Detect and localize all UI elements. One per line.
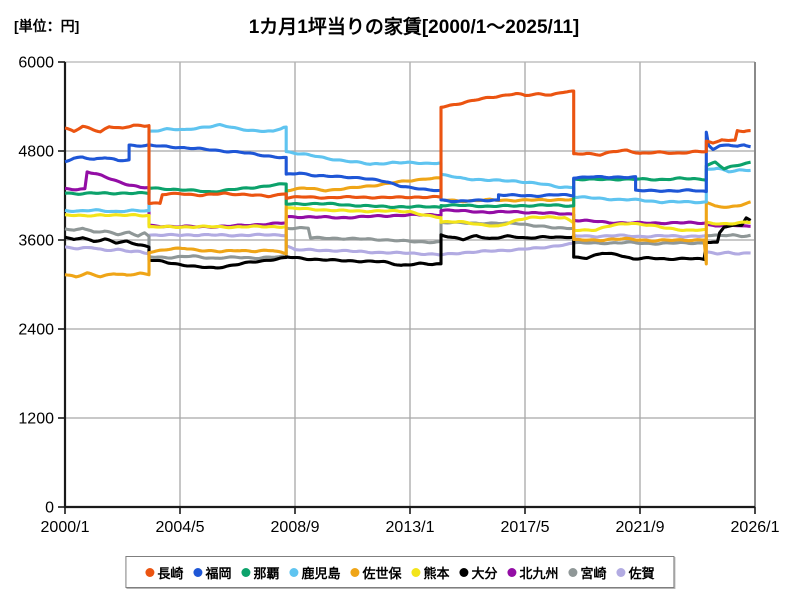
legend-marker-nagasaki (145, 567, 155, 577)
series-line-oita[interactable] (64, 216, 752, 270)
legend-label-sasebo: 佐世保 (362, 565, 402, 581)
series-line-fukuoka[interactable] (64, 130, 751, 204)
legend-item-kumamoto[interactable]: 熊本 (411, 563, 450, 582)
legend-marker-kitakyushu (507, 567, 517, 577)
y-tick-label: 6000 (18, 55, 54, 72)
page-title: 1カ月1坪当りの家賃[2000/1～2025/11] (248, 17, 580, 38)
x-tick-label: 2026/1 (731, 519, 780, 536)
legend-label-fukuoka: 福岡 (205, 565, 232, 581)
x-tick-label: 2017/5 (501, 519, 550, 536)
series-line-miyazaki[interactable] (64, 220, 751, 261)
legend-marker-fukuoka (193, 567, 203, 577)
line-chart-canvas: 0 1200 2400 3600 4800 6000 2000/1 2004/5 2008/9 2… (18, 55, 780, 537)
series-line-kumamoto[interactable] (64, 206, 751, 233)
legend-label-naha: 那覇 (253, 565, 280, 581)
legend-marker-sasebo (350, 567, 360, 577)
y-tick-label: 1200 (18, 411, 54, 428)
legend-marker-saga (616, 567, 626, 577)
legend-item-sasebo[interactable]: 佐世保 (350, 563, 402, 582)
legend-marker-oita (459, 567, 469, 577)
unit-label: [単位：円] (14, 18, 80, 34)
legend-marker-kagoshima (289, 567, 299, 577)
x-tick-label: 2013/1 (386, 519, 435, 536)
legend-item-miyazaki[interactable]: 宮崎 (568, 563, 607, 582)
legend-label-kumamoto: 熊本 (423, 565, 450, 581)
legend-item-saga[interactable]: 佐賀 (616, 563, 655, 582)
series-line-sasebo[interactable] (64, 176, 752, 279)
legend-item-kitakyushu[interactable]: 北九州 (507, 563, 559, 582)
legend-marker-kumamoto (411, 567, 421, 577)
legend-item-fukuoka[interactable]: 福岡 (193, 563, 231, 582)
legend-item-oita[interactable]: 大分 (459, 563, 498, 582)
legend-item-naha[interactable]: 那覇 (241, 563, 279, 582)
y-tick-label: 3600 (18, 233, 54, 250)
legend-label-kagoshima: 鹿児島 (301, 565, 341, 581)
y-tick-label: 2400 (18, 322, 54, 339)
legend-label-nagasaki: 長崎 (157, 565, 184, 581)
y-tick-label: 4800 (18, 144, 54, 161)
legend-label-saga: 佐賀 (628, 565, 655, 581)
x-tick-label: 2008/9 (271, 519, 320, 536)
legend-marker-miyazaki (568, 567, 578, 577)
legend-label-oita: 大分 (471, 565, 498, 581)
legend-marker-naha (241, 567, 251, 577)
series-line-saga[interactable] (64, 232, 751, 257)
chart-legend: 長崎 福岡 那覇 鹿児島 佐世保 熊本 大分 北九州 宮崎 佐賀 (125, 556, 675, 588)
legend-item-nagasaki[interactable]: 長崎 (145, 563, 183, 582)
legend-label-kitakyushu: 北九州 (519, 565, 559, 581)
legend-item-kagoshima[interactable]: 鹿児島 (289, 563, 340, 582)
x-tick-label: 2021/9 (616, 519, 665, 536)
x-tick-label: 2004/5 (156, 519, 205, 536)
y-tick-label: 0 (45, 500, 54, 517)
legend-label-miyazaki: 宮崎 (580, 565, 607, 581)
series-line-nagasaki[interactable] (64, 89, 751, 206)
x-tick-label: 2000/1 (41, 519, 90, 536)
series-line-kagoshima[interactable] (64, 122, 751, 214)
